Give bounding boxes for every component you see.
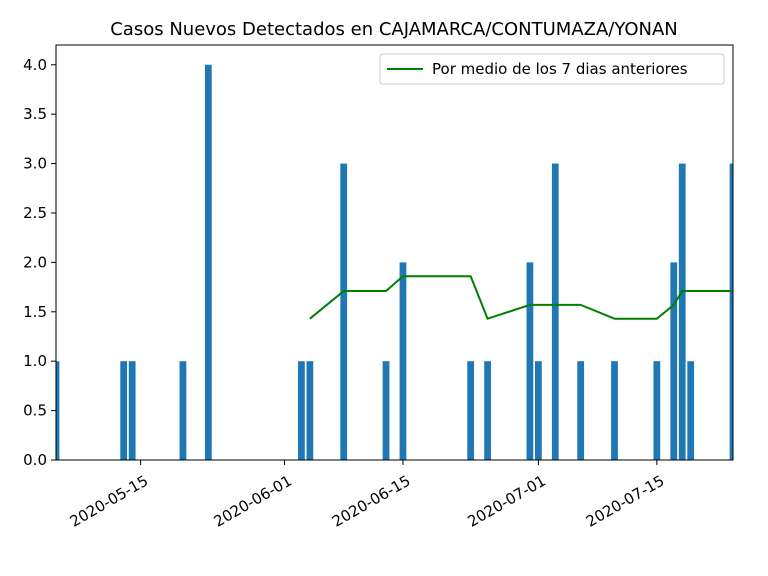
bar-2020-07-19 bbox=[687, 361, 695, 460]
bar-2020-05-14 bbox=[128, 361, 136, 460]
bar-2020-07-10 bbox=[611, 361, 618, 460]
legend-box bbox=[379, 53, 725, 85]
y-tick-label: 1.5 bbox=[23, 303, 47, 321]
y-tick-label: 2.5 bbox=[23, 204, 47, 222]
y-tick-label: 2.0 bbox=[23, 253, 47, 271]
bar-2020-06-23 bbox=[467, 361, 475, 460]
bar-2020-06-15 bbox=[399, 262, 407, 460]
bar-2020-07-03 bbox=[551, 163, 559, 460]
y-tick-label: 3.0 bbox=[23, 155, 47, 173]
bar-2020-06-04 bbox=[306, 361, 314, 460]
bar-2020-06-08 bbox=[340, 163, 348, 460]
bar-2020-06-03 bbox=[298, 361, 305, 460]
bar-2020-05-20 bbox=[179, 361, 187, 460]
y-tick-label: 0.0 bbox=[23, 451, 47, 469]
y-tick-label: 4.0 bbox=[23, 56, 47, 74]
bar-2020-05-13 bbox=[120, 361, 128, 460]
plot-frame bbox=[55, 44, 734, 461]
bar-2020-07-01 bbox=[534, 361, 542, 460]
line-layer bbox=[309, 275, 733, 320]
bar-2020-07-06 bbox=[577, 361, 585, 460]
bars-layer bbox=[56, 64, 733, 460]
x-tick-label: 2020-06-15 bbox=[329, 472, 414, 531]
y-tick-label: 3.5 bbox=[23, 105, 47, 123]
x-tick-label: 2020-05-15 bbox=[67, 472, 152, 531]
bar-2020-05-23 bbox=[204, 64, 212, 460]
bar-2020-07-24 bbox=[729, 163, 733, 460]
bar-2020-06-13 bbox=[382, 361, 390, 460]
x-tick-label: 2020-07-01 bbox=[464, 472, 549, 531]
bar-2020-06-30 bbox=[526, 262, 534, 460]
x-tick-label: 2020-06-01 bbox=[211, 472, 296, 531]
legend: Por medio de los 7 dias anteriores bbox=[379, 53, 725, 85]
chart-title: Casos Nuevos Detectados en CAJAMARCA/CON… bbox=[110, 19, 678, 40]
legend-label: Por medio de los 7 dias anteriores bbox=[432, 60, 688, 78]
y-tick-label: 0.5 bbox=[23, 402, 47, 420]
bar-2020-05-05 bbox=[56, 361, 60, 460]
x-tick-label: 2020-07-15 bbox=[583, 472, 668, 531]
bar-2020-06-25 bbox=[484, 361, 491, 460]
y-tick-label: 1.0 bbox=[23, 352, 47, 370]
moving-average-line bbox=[309, 275, 733, 320]
bar-2020-07-17 bbox=[670, 262, 678, 460]
bar-2020-07-15 bbox=[653, 361, 661, 460]
bar-2020-07-18 bbox=[678, 163, 686, 460]
